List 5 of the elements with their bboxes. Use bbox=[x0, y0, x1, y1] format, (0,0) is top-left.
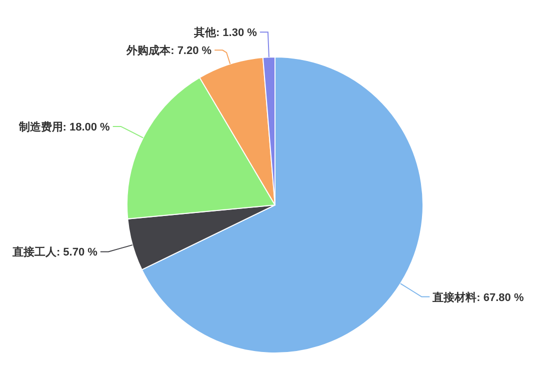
slice-label: 制造费用: 18.00 % bbox=[18, 120, 110, 134]
slice-label: 直接工人: 5.70 % bbox=[11, 246, 98, 259]
slice-label: 外购成本: 7.20 % bbox=[126, 44, 212, 58]
slice-label: 直接材料: 67.80 % bbox=[432, 290, 524, 304]
slice-label: 其他: 1.30 % bbox=[192, 26, 258, 40]
